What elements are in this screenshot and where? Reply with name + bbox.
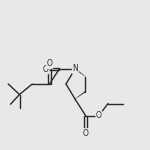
Text: O: O <box>43 64 49 74</box>
Text: O: O <box>47 59 53 68</box>
Text: O: O <box>96 111 102 120</box>
Text: N: N <box>72 64 78 73</box>
Text: O: O <box>83 129 89 138</box>
